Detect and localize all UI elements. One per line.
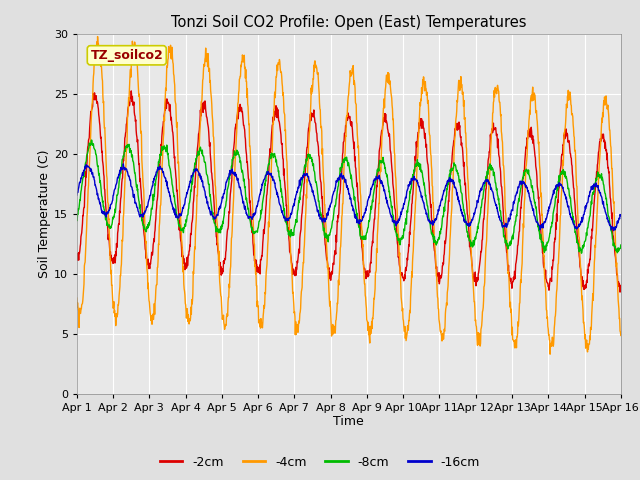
X-axis label: Time: Time (333, 415, 364, 429)
Text: TZ_soilco2: TZ_soilco2 (90, 49, 163, 62)
Legend: -2cm, -4cm, -8cm, -16cm: -2cm, -4cm, -8cm, -16cm (155, 451, 485, 474)
Y-axis label: Soil Temperature (C): Soil Temperature (C) (38, 149, 51, 278)
Title: Tonzi Soil CO2 Profile: Open (East) Temperatures: Tonzi Soil CO2 Profile: Open (East) Temp… (171, 15, 527, 30)
